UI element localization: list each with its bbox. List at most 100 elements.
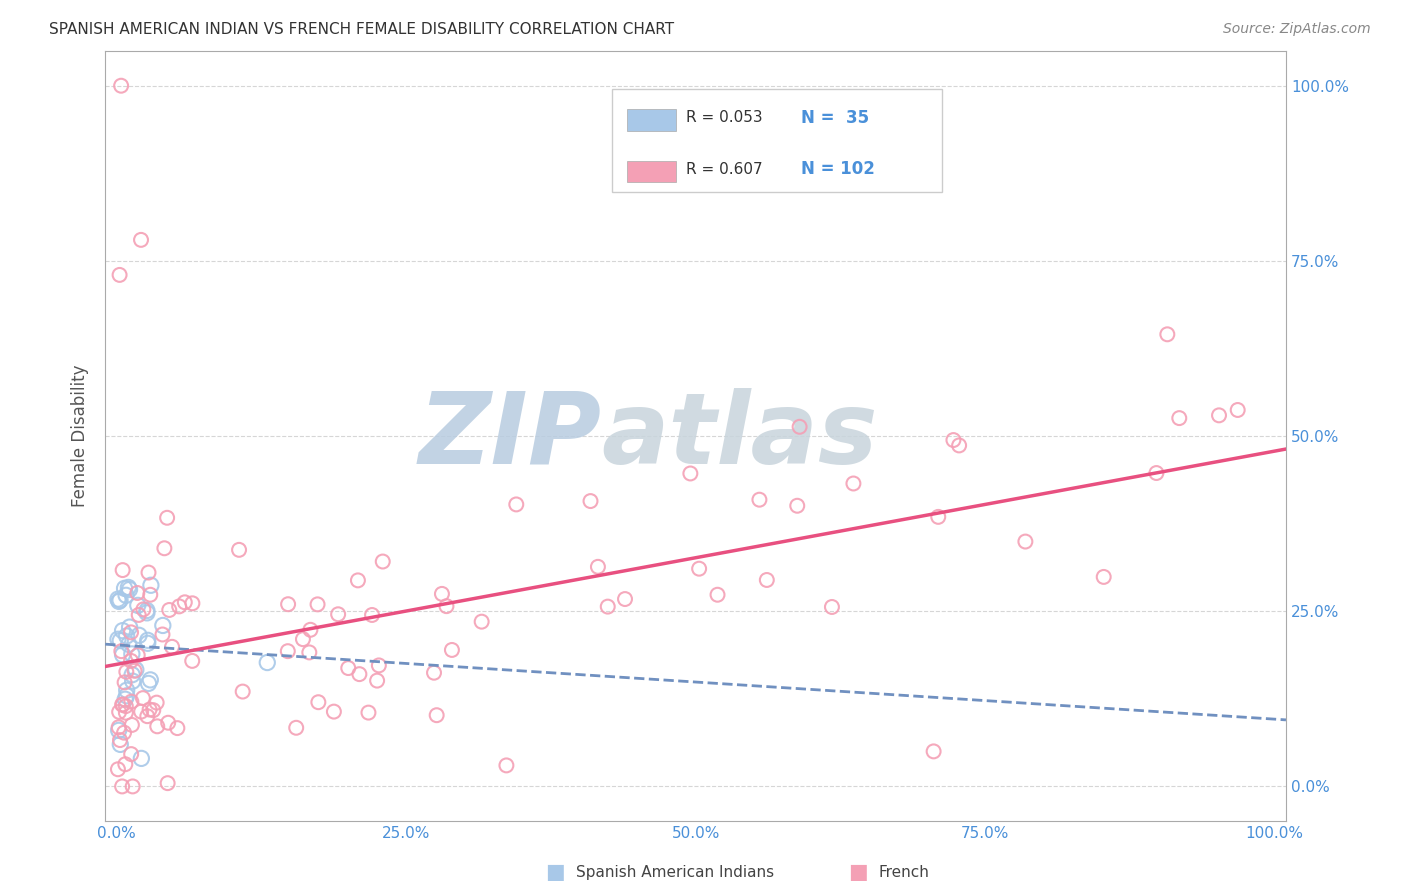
Point (579, 494, 602, 508)
Point (786, 499, 808, 513)
Point (121, 667, 143, 681)
Y-axis label: Female Disability: Female Disability (72, 365, 89, 508)
Point (277, 644, 299, 658)
Point (706, 588, 728, 602)
Text: French: French (879, 865, 929, 880)
Point (426, 708, 449, 723)
Point (1014, 534, 1036, 549)
Point (111, 780, 134, 794)
Point (152, 627, 174, 641)
Point (115, 665, 138, 679)
Point (115, 629, 138, 643)
Point (156, 510, 179, 524)
Point (430, 587, 453, 601)
Point (322, 705, 344, 719)
Text: ■: ■ (848, 863, 868, 882)
Point (505, 497, 527, 511)
Point (285, 721, 308, 735)
Point (755, 573, 778, 587)
Point (110, 644, 132, 658)
Point (789, 419, 811, 434)
Point (108, 733, 131, 747)
Point (112, 725, 135, 739)
Point (160, 640, 183, 654)
Point (152, 618, 174, 632)
Point (436, 599, 458, 614)
Point (423, 665, 446, 680)
Point (121, 647, 143, 661)
Point (118, 637, 141, 651)
Point (495, 758, 517, 772)
Point (1208, 409, 1230, 423)
Point (922, 744, 945, 758)
Point (111, 648, 134, 662)
Point (614, 592, 637, 607)
Point (166, 721, 188, 735)
Point (125, 663, 148, 677)
Point (139, 673, 162, 687)
Point (167, 599, 190, 614)
Text: N =  35: N = 35 (801, 109, 869, 127)
Point (135, 603, 157, 617)
Point (927, 509, 949, 524)
Point (173, 595, 195, 609)
Point (157, 603, 180, 617)
Point (108, 705, 131, 719)
Point (114, 582, 136, 596)
Point (688, 562, 710, 576)
Point (108, 594, 131, 608)
Point (232, 684, 254, 698)
Point (748, 492, 770, 507)
Point (181, 596, 204, 610)
Point (108, 268, 131, 282)
Point (347, 574, 370, 588)
Point (107, 592, 129, 607)
Point (107, 762, 129, 776)
Point (821, 599, 844, 614)
Point (471, 615, 494, 629)
Point (127, 648, 149, 662)
Point (1156, 327, 1178, 342)
Point (107, 720, 129, 734)
Point (111, 698, 134, 712)
Point (440, 643, 463, 657)
Point (107, 723, 129, 738)
Point (842, 476, 865, 491)
Point (679, 467, 702, 481)
Point (1144, 466, 1167, 480)
Point (153, 541, 176, 556)
Point (366, 673, 388, 688)
Point (110, 78, 132, 93)
Point (124, 664, 146, 678)
Point (138, 566, 160, 580)
Text: N = 102: N = 102 (801, 161, 876, 178)
Point (1092, 570, 1115, 584)
Point (138, 702, 160, 716)
Point (128, 628, 150, 642)
Point (307, 598, 329, 612)
Point (157, 715, 180, 730)
Point (942, 433, 965, 447)
Point (127, 599, 149, 613)
Point (291, 632, 314, 647)
Point (142, 703, 165, 717)
Point (120, 695, 142, 709)
Text: atlas: atlas (602, 387, 877, 484)
Point (129, 233, 152, 247)
Point (228, 542, 250, 557)
Point (156, 776, 179, 790)
Point (115, 689, 138, 703)
Point (1168, 411, 1191, 425)
Point (115, 706, 138, 720)
Point (118, 620, 141, 634)
Point (111, 563, 134, 577)
Text: Source: ZipAtlas.com: Source: ZipAtlas.com (1223, 22, 1371, 37)
Point (120, 654, 142, 668)
Point (328, 607, 350, 622)
Point (120, 747, 142, 761)
Point (118, 582, 141, 597)
Point (107, 632, 129, 647)
Point (114, 692, 136, 706)
Point (117, 581, 139, 595)
Point (111, 698, 134, 712)
